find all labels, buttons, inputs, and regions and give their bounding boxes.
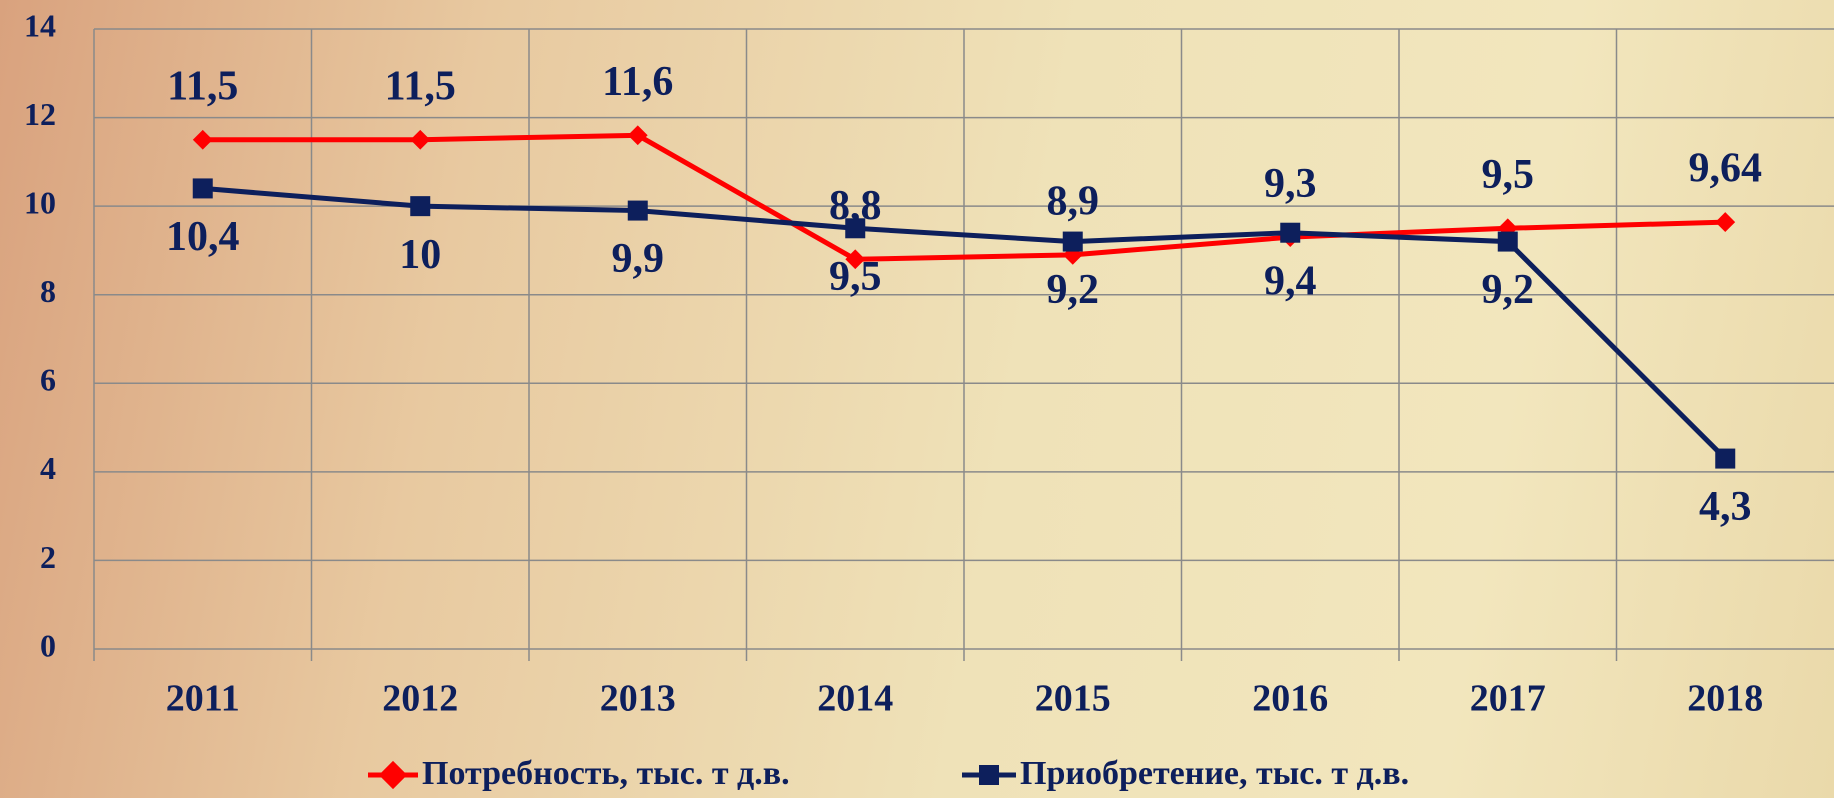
point-marker [628, 201, 648, 221]
data-label: 9,3 [1264, 161, 1317, 207]
x-tick-label: 2014 [817, 678, 893, 720]
x-tick-label: 2013 [600, 678, 676, 720]
data-label: 11,5 [385, 63, 456, 109]
point-marker [410, 196, 430, 216]
chart: Потребность, тыс. т д.в. Приобретение, т… [0, 0, 1834, 798]
data-label: 10,4 [166, 214, 240, 260]
point-marker [193, 130, 213, 150]
y-tick-label: 6 [40, 362, 56, 398]
point-marker [1280, 223, 1300, 243]
legend-label: Потребность, тыс. т д.в. [422, 755, 790, 792]
legend: Потребность, тыс. т д.в. Приобретение, т… [368, 755, 1409, 792]
point-marker [193, 178, 213, 198]
legend-marker [979, 765, 999, 785]
data-label: 9,64 [1689, 146, 1763, 192]
point-marker [845, 218, 865, 238]
point-marker [628, 125, 648, 145]
y-tick-label: 8 [40, 273, 56, 309]
data-label: 9,9 [612, 236, 665, 282]
y-tick-label: 4 [40, 450, 56, 486]
x-tick-label: 2018 [1687, 678, 1763, 720]
data-label: 4,3 [1699, 484, 1752, 530]
point-marker [1498, 232, 1518, 252]
data-label: 9,5 [829, 254, 882, 300]
y-tick-label: 2 [40, 539, 56, 575]
x-tick-label: 2016 [1252, 678, 1328, 720]
x-tick-label: 2015 [1035, 678, 1111, 720]
legend-marker [379, 761, 407, 789]
y-tick-label: 12 [24, 96, 56, 132]
point-marker [410, 130, 430, 150]
x-tick-label: 2012 [382, 678, 458, 720]
data-label: 11,5 [167, 63, 238, 109]
point-marker [1063, 232, 1083, 252]
y-tick-label: 10 [24, 184, 56, 220]
point-marker [1715, 449, 1735, 469]
x-tick-label: 2017 [1470, 678, 1546, 720]
legend-label: Приобретение, тыс. т д.в. [1020, 755, 1409, 792]
data-label: 9,2 [1047, 267, 1100, 313]
data-label: 11,6 [602, 59, 673, 105]
y-tick-label: 14 [24, 7, 56, 43]
data-label: 9,5 [1482, 152, 1535, 198]
y-tick-label: 0 [40, 627, 56, 663]
data-label: 9,4 [1264, 258, 1317, 304]
data-label: 9,2 [1482, 267, 1535, 313]
data-label: 10 [399, 232, 441, 278]
x-tick-label: 2011 [166, 678, 240, 720]
point-marker [1715, 212, 1735, 232]
data-label: 8,9 [1047, 178, 1100, 224]
